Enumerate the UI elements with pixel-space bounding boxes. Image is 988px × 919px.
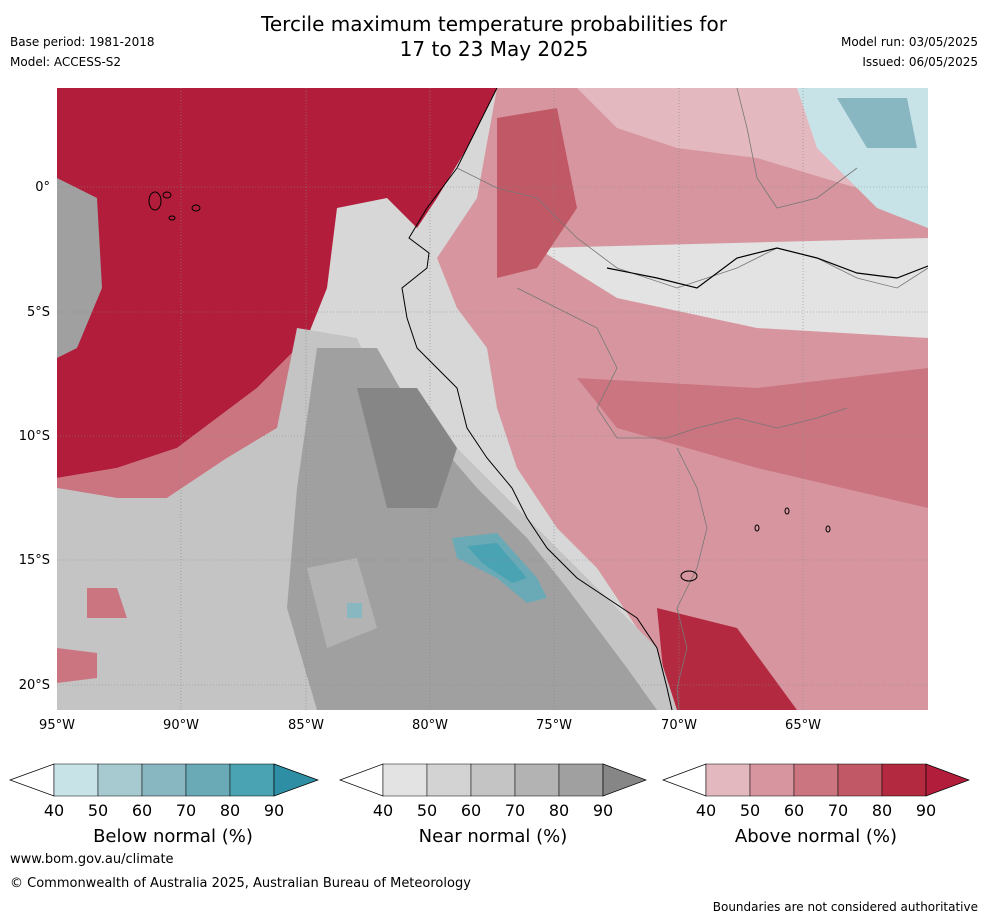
colorbar-tick-label: 50 [739,801,761,820]
colorbar-title-near: Near normal (%) [418,826,568,847]
lat-label-10s: 10°S [18,429,50,444]
lon-label-70w: 70°W [661,718,697,733]
colorbar-below-normal [8,763,320,797]
colorbar-extend-high [925,763,971,797]
colorbar-tick-label: 40 [695,801,717,820]
probability-map [57,88,928,710]
title-line-2: 17 to 23 May 2025 [399,37,589,61]
footer-url: www.bom.gov.au/climate [10,852,174,867]
galapagos-islands [148,191,201,221]
lon-label-85w: 85°W [288,718,324,733]
colorbar-extend-low [8,763,55,797]
model-run: Model run: 03/05/2025 [840,35,978,49]
lat-label-0: 0° [35,180,50,195]
colorbar-tick-label: 90 [915,801,937,820]
colorbar-segment [229,763,275,797]
colorbar-segment [382,763,428,797]
colorbar-tick-label: 70 [504,801,526,820]
colorbar-tick-label: 80 [548,801,570,820]
colorbar-tick-label: 50 [416,801,438,820]
colorbar-segment [558,763,604,797]
footer-copyright: © Commonwealth of Australia 2025, Austra… [10,876,471,891]
colorbar-tick-label: 40 [372,801,394,820]
colorbar-tick-label: 60 [131,801,153,820]
above-normal-region-pacific [57,88,497,478]
colorbar-above-normal [661,763,971,797]
colorbar-tick-label: 50 [87,801,109,820]
colorbar-segment [185,763,231,797]
title-line-1: Tercile maximum temperature probabilitie… [261,12,727,36]
model-name: Model: ACCESS-S2 [10,55,122,69]
colorbar-tick-label: 60 [783,801,805,820]
colorbar-tick-label: 40 [43,801,65,820]
colorbar-segment [793,763,839,797]
country-borders [456,88,928,710]
meta-left: Base period: 1981-2018 Model: ACCESS-S2 [10,32,155,72]
colorbar-tick-label: 90 [592,801,614,820]
lon-label-95w: 95°W [39,718,75,733]
colorbar-tick-label: 60 [460,801,482,820]
colorbar-segment [97,763,143,797]
colorbar-segment [141,763,187,797]
colorbar-segment [53,763,99,797]
lat-label-5s: 5°S [26,305,50,320]
colorbar-extend-high [273,763,320,797]
base-period: Base period: 1981-2018 [10,35,155,49]
colorbar-tick-label: 80 [871,801,893,820]
colorbar-segment [881,763,927,797]
colorbar-extend-high [602,763,648,797]
colorbar-near-normal [338,763,648,797]
colorbar-segment [426,763,472,797]
colorbar-segment [514,763,560,797]
colorbar-extend-low [661,763,707,797]
coastline [401,88,673,710]
colorbar-tick-label: 90 [263,801,285,820]
lon-label-65w: 65°W [785,718,821,733]
lat-label-15s: 15°S [18,553,50,568]
lon-label-80w: 80°W [412,718,448,733]
colorbar-extend-low [338,763,384,797]
lon-label-90w: 90°W [163,718,199,733]
colorbar-tick-label: 80 [219,801,241,820]
lat-label-20s: 20°S [18,678,50,693]
issued-date: Issued: 06/05/2025 [862,55,978,69]
meta-right: Model run: 03/05/2025 Issued: 06/05/2025 [841,32,978,72]
river [606,247,928,289]
colorbar-segment [705,763,751,797]
map-title: Tercile maximum temperature probabilitie… [0,12,988,62]
footer-note: Boundaries are not considered authoritat… [712,900,978,914]
colorbar-tick-label: 70 [827,801,849,820]
colorbar-segment [837,763,883,797]
lon-label-75w: 75°W [536,718,572,733]
colorbar-tick-label: 70 [175,801,197,820]
colorbar-segment [470,763,516,797]
colorbar-segment [749,763,795,797]
colorbars [8,763,971,797]
colorbar-title-above: Above normal (%) [734,826,898,847]
lakes [680,507,831,582]
colorbar-title-below: Below normal (%) [93,826,253,847]
